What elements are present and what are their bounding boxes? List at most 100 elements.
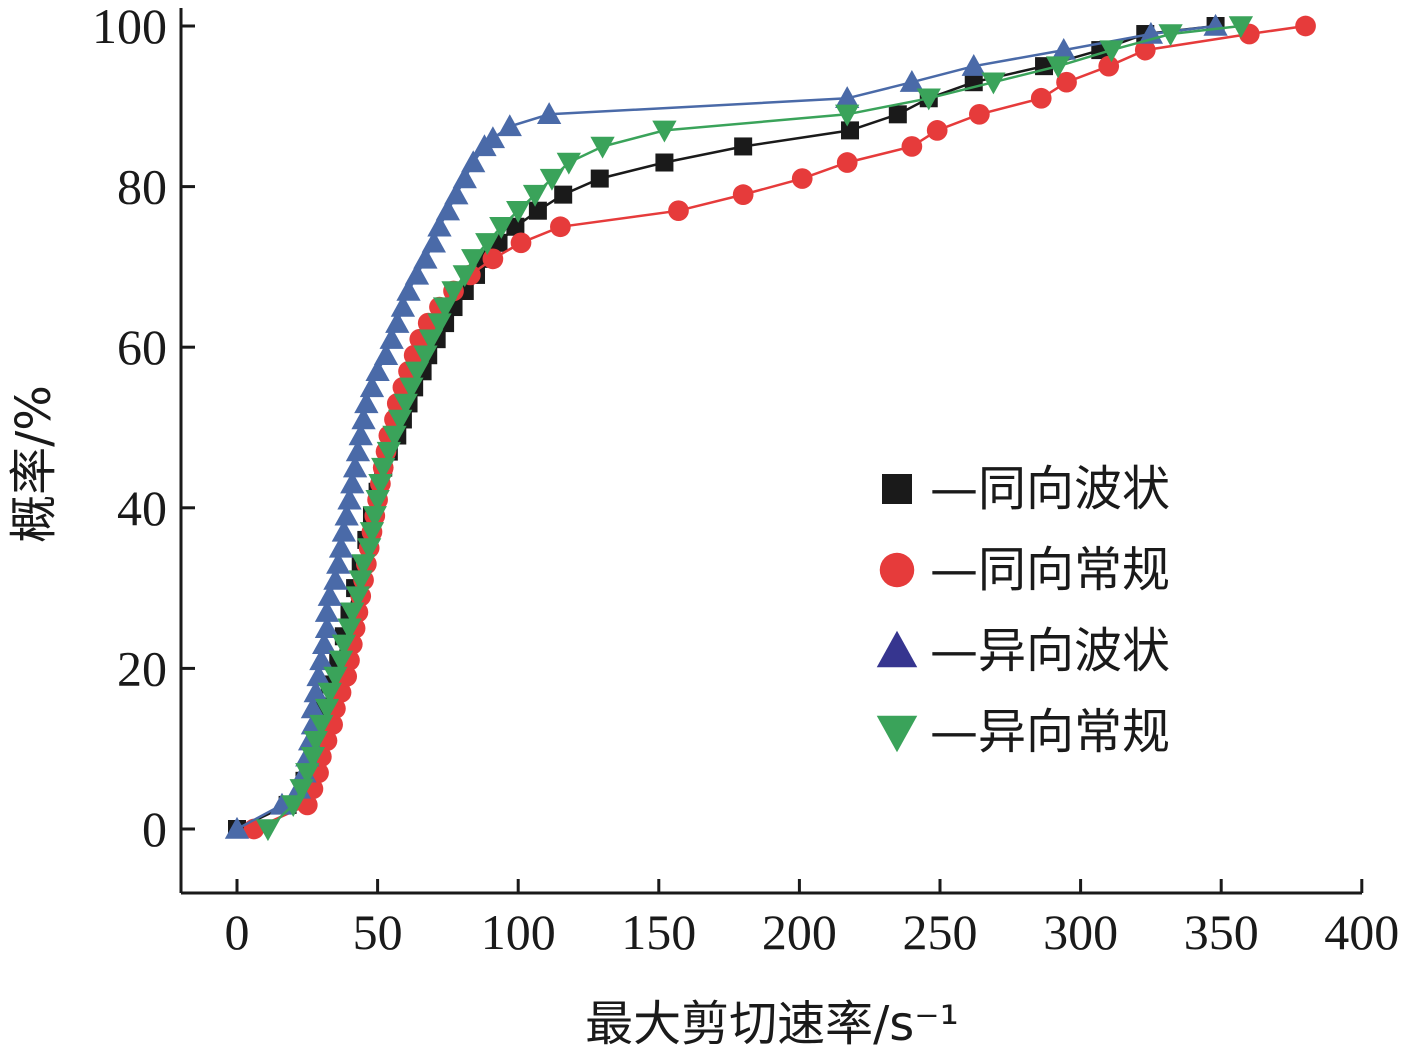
series-opposite-wavy (224, 13, 1228, 839)
data-point (354, 391, 379, 414)
data-point (295, 763, 320, 785)
legend: —同向波状 —同向常规 —异向波状 —异向常规 (876, 461, 1170, 760)
data-point (1098, 55, 1120, 77)
y-axis-title: 概率/% (6, 385, 62, 543)
data-point (461, 249, 486, 272)
data-point (348, 423, 373, 446)
data-point (314, 616, 340, 638)
data-point (309, 714, 334, 737)
data-point (1045, 56, 1071, 79)
data-point (255, 819, 281, 842)
data-point (444, 182, 469, 205)
data-point (362, 506, 387, 528)
data-point (224, 816, 250, 839)
data-point (348, 570, 373, 593)
data-point (655, 153, 674, 172)
data-point (334, 503, 359, 526)
data-point (281, 795, 306, 818)
data-point (357, 538, 382, 561)
data-point (981, 72, 1006, 95)
x-axis-title: 最大剪切速率/s⁻¹ (585, 996, 959, 1052)
data-point (345, 439, 371, 462)
data-point (1134, 39, 1156, 61)
y-tick-label: 80 (117, 159, 167, 215)
legend-marker (876, 715, 918, 753)
data-point (376, 441, 401, 464)
data-point (461, 150, 486, 173)
data-point (969, 103, 990, 125)
data-point (331, 634, 357, 657)
data-point (399, 377, 424, 400)
data-point (404, 361, 430, 384)
data-point (312, 632, 337, 655)
legend-marker (882, 474, 912, 504)
data-point (1030, 87, 1052, 109)
data-point (550, 216, 571, 238)
data-point (926, 120, 948, 141)
y-tick-label: 40 (117, 480, 167, 536)
data-point (528, 201, 547, 220)
x-tick-label: 300 (1043, 904, 1118, 960)
x-tick-label: 150 (621, 904, 696, 960)
data-point (359, 522, 385, 545)
data-point (337, 618, 362, 641)
data-point (413, 246, 438, 269)
data-point (326, 551, 351, 574)
data-point (328, 535, 354, 558)
data-point (368, 473, 393, 496)
data-point (359, 375, 385, 398)
data-point (385, 310, 410, 333)
y-tick-label: 0 (142, 801, 167, 857)
data-point (328, 650, 354, 673)
data-point (427, 313, 452, 336)
data-point (1228, 16, 1254, 39)
legend-label: —同向常规 (930, 542, 1170, 598)
data-point (351, 554, 376, 577)
data-point (791, 168, 813, 189)
data-point (652, 120, 677, 143)
data-point (480, 126, 506, 149)
data-point (961, 54, 986, 76)
x-tick-label: 250 (903, 904, 978, 960)
data-point (314, 600, 340, 622)
data-point (835, 86, 860, 108)
data-point (888, 105, 907, 124)
data-point (317, 583, 342, 606)
data-point (1158, 24, 1183, 47)
data-point (351, 407, 376, 430)
data-point (435, 198, 461, 221)
data-point (427, 214, 452, 237)
legend-label: —异向波状 (930, 623, 1170, 679)
data-point (289, 779, 314, 801)
x-tick-label: 100 (481, 904, 556, 960)
data-point (309, 648, 334, 671)
data-point (387, 409, 413, 432)
x-tick-label: 400 (1324, 904, 1399, 960)
data-point (841, 121, 860, 140)
data-point (373, 343, 399, 365)
data-point (418, 329, 444, 352)
y-tick-label: 100 (92, 0, 167, 54)
data-point (1056, 71, 1077, 93)
data-point (317, 682, 342, 705)
y-tick-label: 20 (117, 640, 167, 696)
data-point (382, 425, 407, 448)
data-point (303, 730, 328, 753)
data-point (340, 602, 365, 625)
data-point (365, 359, 390, 382)
data-point (901, 136, 923, 157)
data-point (306, 664, 331, 687)
x-tick-label: 0 (225, 904, 250, 960)
data-point (390, 294, 416, 317)
data-point (1051, 37, 1076, 60)
legend-label: —同向波状 (930, 461, 1170, 517)
data-point (404, 262, 430, 285)
data-point (421, 230, 446, 253)
legend-label: —异向常规 (930, 704, 1170, 760)
data-point (836, 152, 858, 173)
data-point (590, 169, 609, 188)
data-point (732, 184, 754, 205)
y-tick-label: 60 (117, 319, 167, 375)
